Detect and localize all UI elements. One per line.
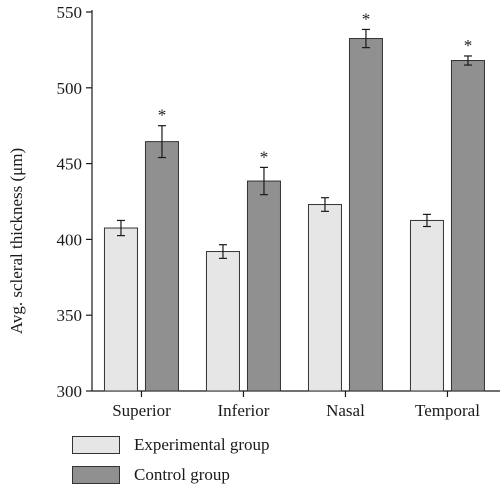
significance-marker: * bbox=[464, 36, 473, 55]
bar-experimental bbox=[205, 251, 240, 392]
legend: Experimental group Control group bbox=[72, 432, 270, 492]
y-tick-label: 400 bbox=[57, 230, 83, 249]
x-tick-label: Temporal bbox=[415, 401, 480, 420]
y-tick-label: 350 bbox=[57, 306, 83, 325]
y-axis: 300 350 400 450 500 550 bbox=[57, 3, 93, 401]
legend-label-experimental: Experimental group bbox=[134, 435, 270, 454]
y-tick-label: 550 bbox=[57, 3, 83, 22]
significance-marker: * bbox=[362, 9, 371, 28]
legend-item-control: Control group bbox=[72, 462, 270, 488]
bar-control bbox=[450, 60, 485, 392]
x-axis: Superior Inferior Nasal Temporal bbox=[92, 390, 500, 420]
x-tick-label: Superior bbox=[112, 401, 171, 420]
y-tick-label: 450 bbox=[57, 155, 83, 174]
legend-swatch-control bbox=[72, 466, 120, 484]
y-axis-label: Avg. scleral thickness (μm) bbox=[7, 148, 26, 334]
x-tick-label: Nasal bbox=[326, 401, 365, 420]
bar-control bbox=[348, 38, 383, 392]
y-tick-label: 300 bbox=[57, 382, 83, 401]
significance-marker: * bbox=[158, 106, 167, 125]
legend-label-control: Control group bbox=[134, 465, 230, 484]
bar-experimental bbox=[409, 219, 444, 392]
bar-experimental bbox=[103, 227, 138, 392]
significance-marker: * bbox=[260, 147, 269, 166]
legend-swatch-experimental bbox=[72, 436, 120, 454]
bar-control bbox=[246, 180, 281, 392]
legend-item-experimental: Experimental group bbox=[72, 432, 270, 458]
x-tick-label: Inferior bbox=[218, 401, 270, 420]
bar-control bbox=[144, 141, 179, 392]
bars: * * * * bbox=[103, 9, 485, 392]
bar-experimental bbox=[307, 204, 342, 392]
y-tick-label: 500 bbox=[57, 79, 83, 98]
